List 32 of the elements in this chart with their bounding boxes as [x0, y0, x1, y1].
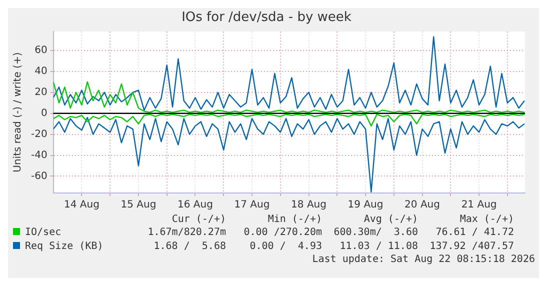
y-tick-label: 60 [34, 45, 48, 56]
y-tick-label: 0 [40, 108, 48, 119]
text: 1.67m/820.27m [146, 226, 227, 240]
x-tick-label: 15 Aug [120, 200, 156, 211]
text: 0.00 / 4.93 [248, 240, 323, 254]
text: 76.61 / 41.72 [434, 226, 515, 240]
text: 137.92 /407.57 [428, 240, 515, 254]
y-tick-label: 40 [34, 66, 48, 78]
x-tick-label: 21 Aug [461, 200, 497, 211]
x-tick-label: 14 Aug [64, 200, 100, 211]
text: Cur (-/+) [170, 214, 227, 226]
text: Max (-/+) [458, 214, 515, 226]
text: Min (-/+) [266, 214, 323, 226]
text: Avg (-/+) [362, 214, 419, 226]
x-tick-label: 19 Aug [348, 200, 384, 211]
y-tick-label: -40 [30, 150, 48, 161]
x-tick-label: 17 Aug [234, 200, 270, 211]
x-tick-label: 16 Aug [178, 200, 213, 211]
chart-title: IOs for /dev/sda - by week [182, 10, 352, 26]
x-tick-label: 20 Aug [404, 200, 440, 211]
text: Last update: Sat Aug 22 08:15:18 2026 [311, 254, 536, 266]
legend-label: IO/sec [24, 226, 62, 240]
text: 1.68 / 5.68 [152, 240, 227, 254]
text: 600.30m/ 3.60 [332, 226, 419, 240]
text: 11.03 / 11.08 [338, 240, 419, 254]
y-tick-label: -20 [30, 128, 48, 140]
text: 0.00 /270.20m [242, 226, 323, 240]
y-axis-title: Units read (-) / write (+) [12, 52, 24, 172]
x-tick-label: 18 Aug [291, 200, 326, 211]
legend-label: Req Size (KB) [24, 240, 104, 254]
y-tick-label: -60 [30, 170, 48, 182]
y-tick-label: 20 [34, 86, 48, 98]
